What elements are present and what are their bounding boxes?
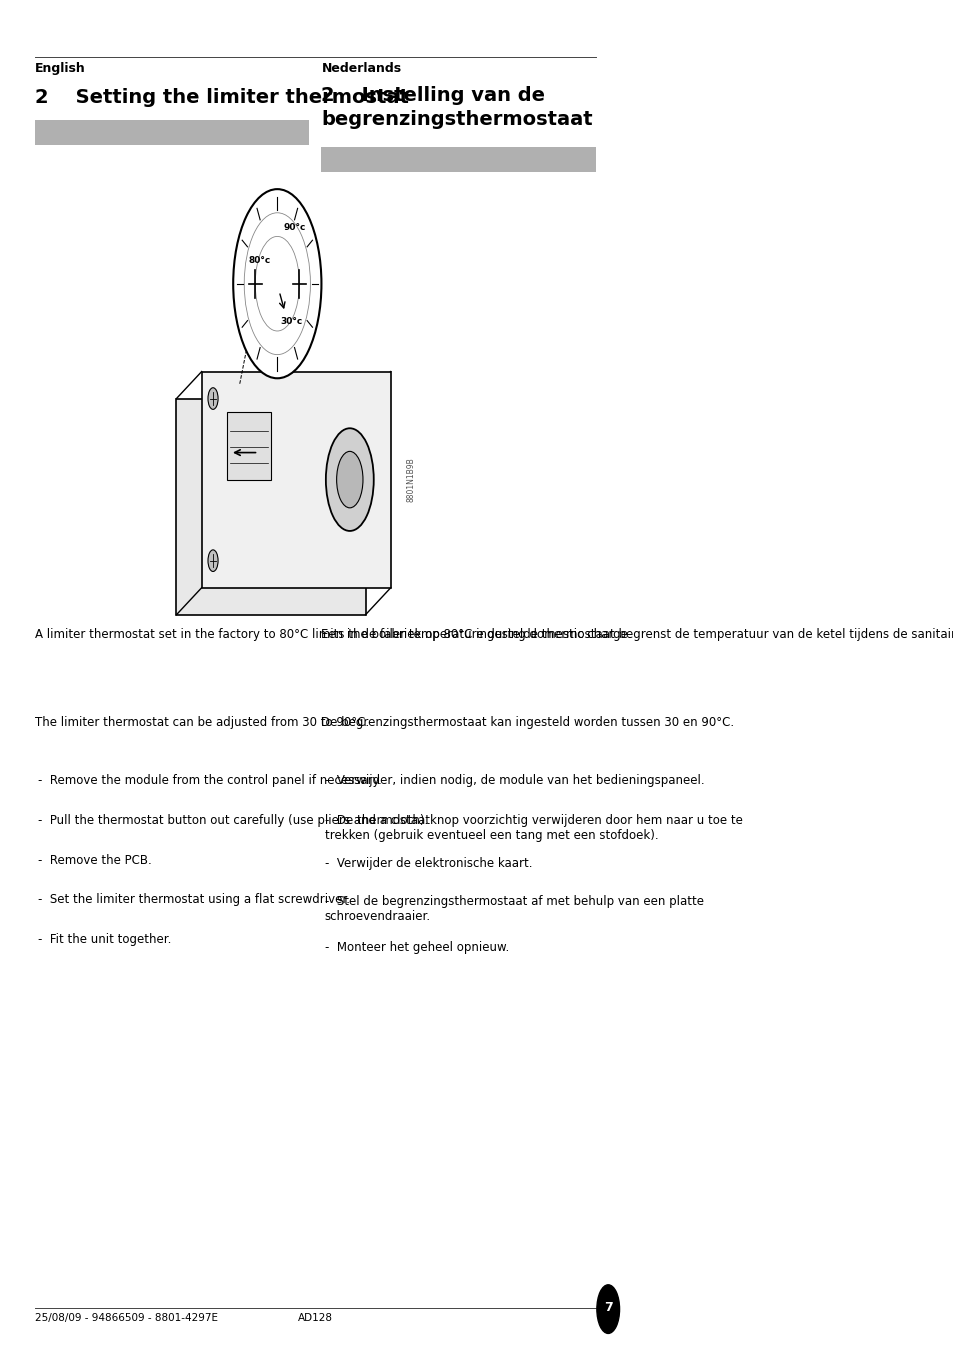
- Text: 30°c: 30°c: [280, 316, 302, 326]
- FancyBboxPatch shape: [34, 120, 309, 145]
- Text: 2    Instelling van de
begrenzingsthermostaat: 2 Instelling van de begrenzingsthermosta…: [321, 86, 593, 128]
- Text: -  Set the limiter thermostat using a flat screwdriver.: - Set the limiter thermostat using a fla…: [38, 893, 350, 907]
- Text: -  Fit the unit together.: - Fit the unit together.: [38, 934, 171, 946]
- Text: 90°c: 90°c: [283, 223, 306, 232]
- Text: -  Pull the thermostat button out carefully (use pliers and a cloth).: - Pull the thermostat button out careful…: [38, 813, 428, 827]
- Text: 8801N1B9B: 8801N1B9B: [406, 457, 416, 503]
- Text: 2    Setting the limiter thermostat: 2 Setting the limiter thermostat: [34, 88, 408, 107]
- Text: De begrenzingsthermostaat kan ingesteld worden tussen 30 en 90°C.: De begrenzingsthermostaat kan ingesteld …: [321, 716, 734, 730]
- Text: -  Remove the module from the control panel if necessary.: - Remove the module from the control pan…: [38, 774, 381, 788]
- Text: Een in de fabriek op 80°C ingestelde thermostaat begrenst de temperatuur van de : Een in de fabriek op 80°C ingestelde the…: [321, 628, 953, 642]
- Circle shape: [208, 388, 218, 409]
- Circle shape: [326, 428, 374, 531]
- Text: English: English: [34, 62, 86, 76]
- Circle shape: [233, 189, 321, 378]
- Text: A limiter thermostat set in the factory to 80°C limits the boiler temperature du: A limiter thermostat set in the factory …: [34, 628, 631, 642]
- Text: -  Verwijder de elektronische kaart.: - Verwijder de elektronische kaart.: [324, 858, 532, 870]
- Text: 25/08/09 - 94866509 - 8801-4297E: 25/08/09 - 94866509 - 8801-4297E: [34, 1313, 217, 1323]
- Text: 80°c: 80°c: [249, 255, 271, 265]
- Circle shape: [208, 550, 218, 571]
- Circle shape: [336, 451, 362, 508]
- FancyBboxPatch shape: [227, 412, 271, 480]
- Text: -  Verwijder, indien nodig, de module van het bedieningspaneel.: - Verwijder, indien nodig, de module van…: [324, 774, 703, 788]
- Circle shape: [597, 1285, 618, 1333]
- Text: 7: 7: [603, 1301, 612, 1315]
- Text: -  De thermostaatknop voorzichtig verwijderen door hem naar u toe te
trekken (ge: - De thermostaatknop voorzichtig verwijd…: [324, 813, 741, 842]
- Text: The limiter thermostat can be adjusted from 30 to 90°C.: The limiter thermostat can be adjusted f…: [34, 716, 369, 730]
- Text: -  Monteer het geheel opnieuw.: - Monteer het geheel opnieuw.: [324, 940, 508, 954]
- Text: -  Remove the PCB.: - Remove the PCB.: [38, 854, 152, 866]
- Polygon shape: [176, 399, 365, 615]
- FancyBboxPatch shape: [321, 147, 595, 172]
- Text: AD128: AD128: [297, 1313, 333, 1323]
- Polygon shape: [201, 372, 391, 588]
- Text: Nederlands: Nederlands: [321, 62, 401, 76]
- Text: -  Stel de begrenzingsthermostaat af met behulp van een platte
schroevendraaier.: - Stel de begrenzingsthermostaat af met …: [324, 896, 703, 923]
